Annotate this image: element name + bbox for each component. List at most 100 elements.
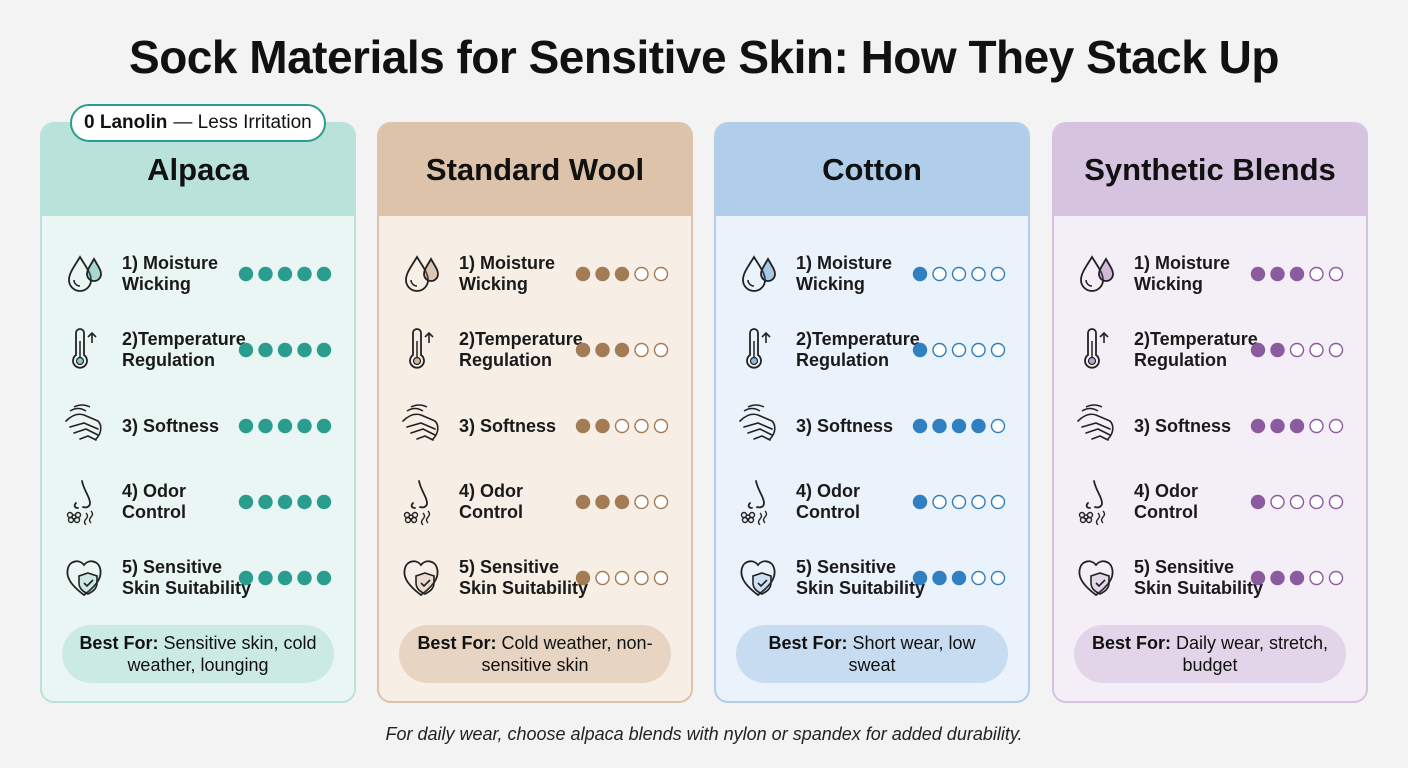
- rating-dot-empty: [971, 342, 986, 358]
- criterion-label: 4) Odor Control: [796, 467, 936, 537]
- criterion-text: 4) Odor Control: [1134, 481, 1199, 522]
- card-header: Standard Wool: [379, 124, 691, 216]
- rating-dot-filled: [595, 266, 610, 282]
- rating-dot-filled: [1250, 418, 1266, 434]
- criterion-label: 2)Temperature Regulation: [122, 315, 262, 385]
- criterion-label: 5) Sensitive Skin Suitability: [122, 543, 262, 613]
- rating-dot-filled: [277, 494, 293, 510]
- rating-dot-filled: [238, 342, 254, 358]
- criterion-text: 2)Temperature Regulation: [1134, 329, 1258, 370]
- criterion-text: 1) Moisture Wicking: [122, 253, 219, 294]
- rating-dot-empty: [1328, 418, 1344, 434]
- rating-dot-filled: [912, 494, 928, 510]
- card-header: Synthetic Blends: [1054, 124, 1366, 216]
- criterion-icon: [403, 480, 431, 525]
- rating-dots: [238, 418, 332, 434]
- best-for-text: Best For: Short wear, low sweat: [750, 632, 994, 676]
- best-for-text: Best For: Daily wear, stretch, budget: [1088, 632, 1332, 676]
- criterion-text: 1) Moisture Wicking: [459, 253, 556, 294]
- rating-dot-empty: [1309, 570, 1324, 586]
- criterion-text: 5) Sensitive Skin Suitability: [459, 557, 589, 598]
- rating-dot-empty: [1328, 342, 1344, 358]
- criterion-text: 3) Softness: [459, 415, 557, 436]
- criterion-icon: [1080, 255, 1114, 292]
- rating-dot-filled: [575, 494, 591, 510]
- rating-dot-filled: [951, 418, 967, 434]
- rating-dots: [912, 342, 1006, 358]
- rating-dot-empty: [653, 418, 669, 434]
- material-card: Cotton 1) Moisture Wicking 2)Temperature R…: [714, 122, 1030, 703]
- rating-dot-filled: [614, 342, 630, 358]
- material-card: Synthetic Blends 1) Moisture Wicking 2)Tem…: [1052, 122, 1368, 703]
- rating: [912, 418, 1006, 434]
- criterion-icon: [66, 560, 102, 597]
- rating: [575, 266, 669, 282]
- rating-dot-filled: [316, 342, 332, 358]
- rating-dot-empty: [932, 266, 947, 282]
- rating-dot-filled: [1270, 570, 1285, 586]
- rating-dot-empty: [990, 494, 1006, 510]
- rating-dots: [238, 342, 332, 358]
- best-for-value: Short wear, low sweat: [848, 633, 976, 675]
- rating-dots: [912, 570, 1006, 586]
- criterion-text: 4) Odor Control: [122, 481, 187, 522]
- rating-dot-empty: [971, 266, 986, 282]
- rating: [912, 494, 1006, 510]
- criterion-label: 5) Sensitive Skin Suitability: [1134, 543, 1274, 613]
- best-for: Best For: Daily wear, stretch, budget: [1074, 625, 1346, 683]
- criterion-text: 2)Temperature Regulation: [459, 329, 583, 370]
- material-card: Standard Wool 1) Moisture Wicking 2)Temper…: [377, 122, 693, 703]
- criterion-icon: [1078, 560, 1114, 597]
- rating-dot-empty: [1328, 570, 1344, 586]
- criterion-icon: [68, 255, 102, 292]
- criterion-text: 3) Softness: [1134, 415, 1232, 436]
- rating-dot-filled: [1289, 266, 1305, 282]
- best-for-label: Best For:: [79, 633, 159, 653]
- criterion-icon: [1084, 328, 1109, 369]
- rating-dot-empty: [990, 342, 1006, 358]
- rating-dot-empty: [1309, 494, 1324, 510]
- rating-dot-filled: [297, 570, 312, 586]
- rating-dot-filled: [1250, 342, 1266, 358]
- rating-dot-filled: [258, 494, 273, 510]
- rating: [575, 418, 669, 434]
- rating-dot-filled: [277, 266, 293, 282]
- rating-dots: [575, 342, 669, 358]
- criterion-label: 1) Moisture Wicking: [122, 239, 262, 309]
- rating-dot-empty: [971, 570, 986, 586]
- rating-dot-empty: [971, 494, 986, 510]
- rating-dot-filled: [316, 570, 332, 586]
- rating-dot-filled: [971, 418, 986, 434]
- criterion-label: 1) Moisture Wicking: [459, 239, 599, 309]
- rating-dot-empty: [634, 266, 649, 282]
- criterion-text: 2)Temperature Regulation: [122, 329, 246, 370]
- rating-dots: [1250, 570, 1344, 586]
- footnote: For daily wear, choose alpaca blends wit…: [385, 724, 1023, 744]
- rating-dot-filled: [1270, 266, 1285, 282]
- rating-dot-empty: [614, 418, 630, 434]
- rating-dot-empty: [990, 418, 1006, 434]
- rating-dot-filled: [575, 266, 591, 282]
- criterion-label: 3) Softness: [122, 391, 262, 461]
- rating-dots: [575, 570, 669, 586]
- rating-dot-empty: [653, 266, 669, 282]
- best-for-label: Best For:: [768, 633, 848, 653]
- criterion-label: 5) Sensitive Skin Suitability: [459, 543, 599, 613]
- rating-dot-empty: [595, 570, 610, 586]
- best-for-value: Sensitive skin, cold weather, lounging: [127, 633, 317, 675]
- rating-dot-filled: [912, 570, 928, 586]
- rating: [1250, 570, 1344, 586]
- rating-dot-empty: [932, 342, 947, 358]
- rating-dots: [575, 266, 669, 282]
- rating-dot-filled: [912, 418, 928, 434]
- criterion-label: 3) Softness: [1134, 391, 1274, 461]
- rating-dot-filled: [297, 494, 312, 510]
- rating-dot-filled: [1250, 266, 1266, 282]
- rating-dot-empty: [634, 418, 649, 434]
- criterion-icon: [746, 328, 771, 369]
- rating-dot-empty: [990, 570, 1006, 586]
- criterion-text: 2)Temperature Regulation: [796, 329, 920, 370]
- criterion-text: 5) Sensitive Skin Suitability: [122, 557, 252, 598]
- rating-dot-filled: [258, 342, 273, 358]
- rating-dot-filled: [316, 494, 332, 510]
